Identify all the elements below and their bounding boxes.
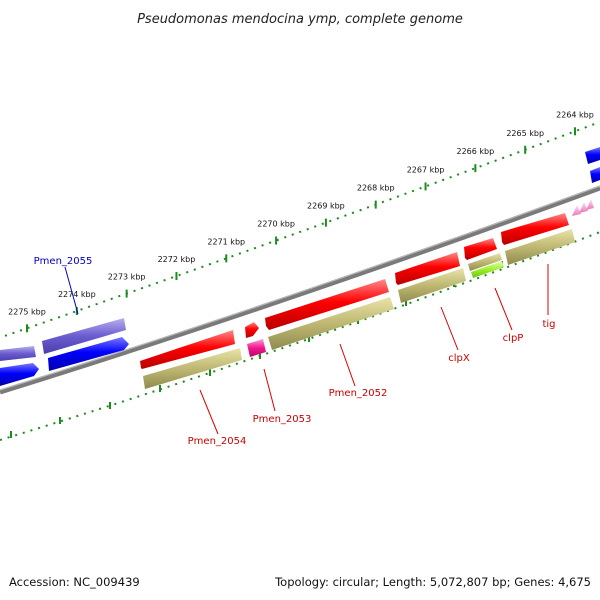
gene-clpx-block[interactable] — [395, 252, 460, 285]
scale-tick-label: 2268 kbp — [357, 184, 395, 193]
scale-tick-label: 2266 kbp — [457, 147, 495, 156]
scale-ticks: 2264 kbp 2265 kbp 2266 kbp 2267 kbp 2268 kbp… — [8, 110, 594, 333]
gene-left-orthology[interactable] — [0, 346, 36, 361]
gene-label-pmen2055[interactable]: Pmen_2055 — [34, 256, 93, 267]
gene-2264-orthology[interactable] — [585, 147, 600, 164]
genome-backbone-highlight — [0, 185, 600, 391]
gene-pmen2054-block[interactable] — [140, 330, 235, 369]
gene-rightedge-arrow[interactable] — [579, 202, 588, 213]
gene-label-pmen2052[interactable]: Pmen_2052 — [329, 388, 388, 399]
scale-tick-label: 2270 kbp — [257, 220, 295, 229]
gene-pmen2055-orthology[interactable] — [42, 318, 126, 354]
scale-tick-label: 2271 kbp — [207, 237, 245, 246]
gene-pmen2054-orthology[interactable] — [143, 348, 242, 389]
scale-tick-label: 2274 kbp — [58, 290, 96, 299]
callout-pmen2055 — [64, 266, 79, 315]
forward-strand-genes — [140, 199, 594, 369]
gene-labels: Pmen_2055 Pmen_2054 Pmen_2053 Pmen_2052 … — [34, 256, 556, 447]
gene-tig-block[interactable] — [501, 213, 569, 245]
gene-clpp-block[interactable] — [464, 238, 497, 260]
gene-left-block[interactable] — [0, 363, 39, 386]
scale-tick-label: 2269 kbp — [307, 202, 345, 211]
gene-label-clpp[interactable]: clpP — [503, 333, 524, 344]
gene-pmen2052-orthology[interactable] — [268, 297, 394, 350]
reverse-strand-genes — [0, 147, 600, 386]
gene-label-pmen2054[interactable]: Pmen_2054 — [188, 436, 247, 447]
gene-callouts — [64, 264, 549, 435]
gene-label-clpx[interactable]: clpX — [448, 353, 470, 364]
gene-clpp-orthology[interactable] — [468, 253, 502, 271]
genome-backbone — [0, 185, 600, 395]
orthology-track — [143, 229, 575, 389]
accession-text: Accession: NC_009439 — [9, 575, 140, 589]
gene-pmen2055-block[interactable] — [48, 337, 129, 371]
inner-dotted-track — [0, 231, 600, 441]
gene-clpp-orthology-secondary[interactable] — [471, 261, 504, 278]
callout-pmen2053 — [263, 368, 276, 412]
callout-pmen2052 — [339, 343, 356, 387]
gene-tig-orthology[interactable] — [505, 229, 575, 265]
gene-pmen2053-orthology[interactable] — [247, 339, 266, 357]
scale-tick-label: 2264 kbp — [556, 110, 594, 119]
gene-pmen2052-block[interactable] — [265, 279, 389, 330]
genome-summary-text: Topology: circular; Length: 5,072,807 bp… — [275, 575, 591, 589]
scale-tick-label: 2267 kbp — [407, 165, 445, 174]
scale-tick-label: 2273 kbp — [108, 273, 146, 282]
gene-clpx-orthology[interactable] — [398, 268, 466, 303]
scale-tick-label: 2265 kbp — [506, 129, 544, 138]
callout-clpp — [494, 287, 513, 331]
gene-label-tig[interactable]: tig — [542, 319, 555, 330]
gene-2264-block[interactable] — [590, 167, 600, 183]
callout-pmen2054 — [199, 389, 219, 435]
gene-pmen2053-block[interactable] — [245, 322, 259, 338]
outer-scale: 2264 kbp 2265 kbp 2266 kbp 2267 kbp 2268 kbp… — [0, 110, 600, 339]
scale-tick-label: 2272 kbp — [158, 255, 196, 264]
map-title: Pseudomonas mendocina ymp, complete geno… — [137, 12, 463, 27]
callout-clpx — [440, 306, 459, 351]
gene-rightedge-arrow[interactable] — [586, 199, 594, 210]
gene-label-pmen2053[interactable]: Pmen_2053 — [253, 414, 312, 425]
scale-tick-label: 2275 kbp — [8, 307, 46, 316]
gene-rightedge-arrow[interactable] — [572, 205, 581, 216]
